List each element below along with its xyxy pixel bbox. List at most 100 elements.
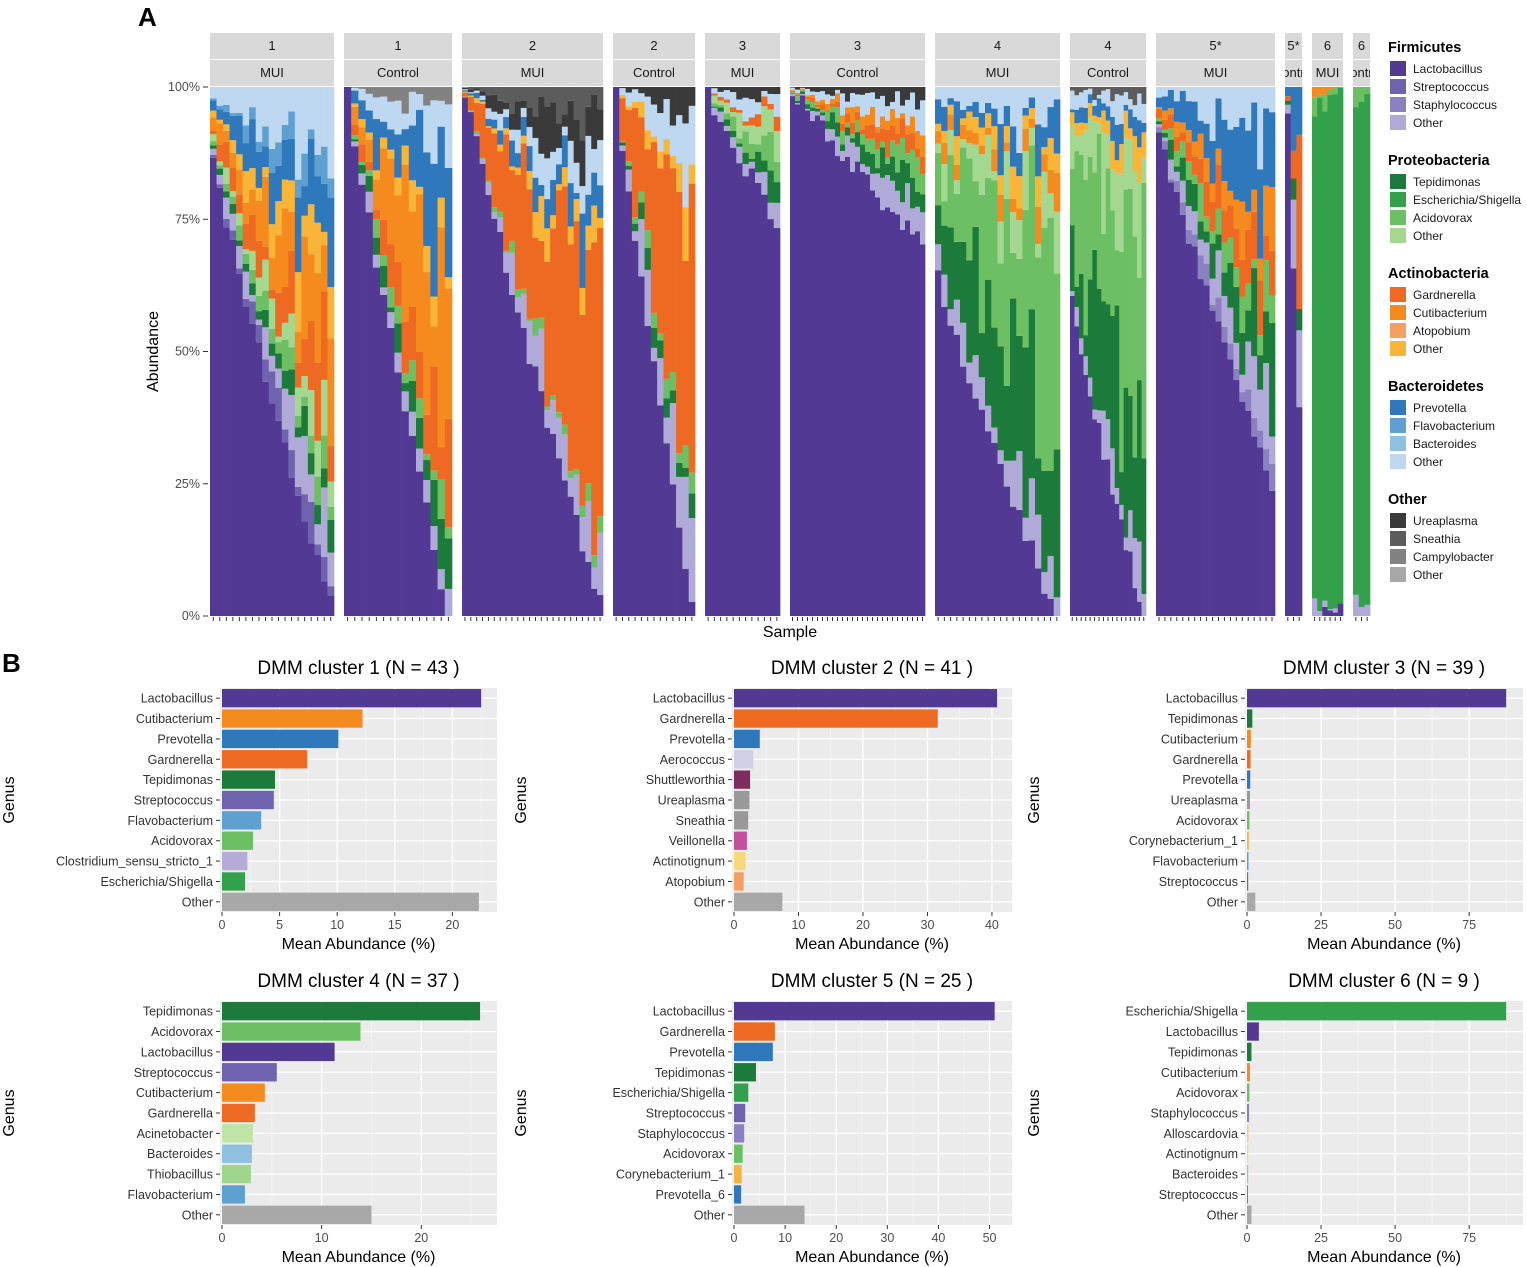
abundance-segment	[550, 228, 557, 396]
abundance-segment	[657, 151, 664, 169]
abundance-segment	[890, 125, 896, 141]
genus-label: Acinetobacter	[137, 1127, 213, 1141]
abundance-segment	[1239, 259, 1246, 297]
abundance-segment	[810, 94, 816, 98]
abundance-segment	[688, 105, 696, 165]
abundance-segment	[1010, 166, 1017, 199]
abundance-segment	[676, 191, 683, 454]
abundance-segment	[1096, 117, 1102, 124]
abundance-segment	[688, 493, 696, 519]
abundance-segment	[1317, 87, 1323, 95]
abundance-segment	[1137, 147, 1142, 183]
abundance-segment	[1203, 158, 1210, 182]
abundance-segment	[262, 259, 270, 292]
abundance-segment	[761, 87, 768, 91]
abundance-segment	[520, 116, 527, 136]
genus-label: Prevotella	[1182, 773, 1238, 787]
abundance-segment	[1110, 448, 1116, 495]
x-tick-label: 10	[315, 1231, 329, 1245]
abundance-segment	[503, 272, 510, 616]
abundance-segment	[307, 474, 315, 502]
abundance-segment	[229, 213, 237, 231]
abundance-segment	[638, 219, 645, 277]
genus-label: Prevotella	[669, 1045, 725, 1059]
abundance-segment	[790, 92, 796, 94]
abundance-segment	[372, 119, 381, 171]
abundance-segment	[860, 116, 866, 130]
abundance-segment	[910, 92, 916, 117]
legend-swatch	[1390, 436, 1406, 451]
abundance-segment	[1209, 304, 1216, 311]
abundance-segment	[682, 568, 690, 616]
genus-label: Other	[694, 1208, 725, 1222]
abundance-segment	[1132, 87, 1138, 106]
abundance-segment	[805, 110, 811, 617]
abundance-segment	[210, 145, 217, 149]
abundance-segment	[408, 91, 417, 126]
abundance-segment	[301, 186, 309, 216]
abundance-segment	[1263, 470, 1270, 616]
abundance-segment	[1215, 148, 1222, 165]
abundance-segment	[997, 346, 1005, 451]
legend-swatch	[1390, 567, 1406, 582]
abundance-segment	[910, 116, 916, 134]
abundance-segment	[301, 376, 309, 397]
abundance-segment	[591, 242, 598, 556]
abundance-segment	[1041, 171, 1048, 229]
abundance-segment	[619, 145, 626, 151]
abundance-segment	[905, 99, 911, 126]
abundance-segment	[1078, 338, 1084, 355]
abundance-segment	[437, 126, 446, 198]
abundance-segment	[1332, 87, 1339, 89]
abundance-segment	[281, 322, 289, 340]
abundance-segment	[372, 267, 381, 616]
genus-label: Bacteroides	[147, 1147, 213, 1161]
abundance-segment	[1312, 598, 1318, 616]
abundance-segment	[210, 134, 217, 142]
genus-bar	[1247, 770, 1251, 789]
abundance-segment	[229, 167, 237, 191]
abundance-segment	[978, 409, 986, 616]
abundance-segment	[1074, 151, 1080, 287]
abundance-segment	[755, 114, 762, 127]
abundance-segment	[1074, 286, 1080, 308]
legend-label: Flavobacterium	[1413, 419, 1495, 433]
abundance-segment	[800, 89, 806, 91]
abundance-segment	[1191, 234, 1198, 247]
abundance-segment	[920, 135, 926, 157]
legend-label: Prevotella	[1413, 401, 1467, 415]
abundance-segment	[625, 87, 633, 93]
abundance-segment	[1047, 555, 1055, 599]
x-tick-label: 50	[1388, 918, 1402, 932]
x-tick-label: 15	[388, 918, 402, 932]
abundance-segment	[1110, 494, 1116, 616]
abundance-segment	[755, 151, 762, 173]
abundance-segment	[242, 143, 250, 172]
panel-label-b: B	[2, 648, 21, 678]
abundance-segment	[268, 258, 276, 290]
abundance-segment	[556, 123, 563, 149]
genus-bar	[1247, 1185, 1248, 1204]
x-tick-label: 0	[1244, 1231, 1251, 1245]
abundance-segment	[1179, 141, 1187, 158]
abundance-segment	[880, 128, 886, 142]
abundance-segment	[910, 177, 916, 209]
abundance-segment	[910, 208, 916, 235]
abundance-segment	[532, 237, 539, 319]
abundance-segment	[1016, 208, 1023, 221]
abundance-segment	[473, 98, 480, 103]
abundance-segment	[1161, 87, 1169, 97]
abundance-segment	[676, 462, 683, 477]
abundance-segment	[985, 127, 992, 135]
abundance-segment	[723, 113, 731, 120]
abundance-segment	[514, 174, 522, 290]
abundance-segment	[327, 586, 335, 596]
abundance-segment	[820, 91, 826, 100]
abundance-segment	[491, 133, 498, 208]
abundance-segment	[1074, 95, 1080, 110]
abundance-segment	[810, 110, 816, 121]
genus-bar	[222, 1022, 361, 1041]
abundance-segment	[742, 97, 750, 122]
x-tick-label: 0	[731, 1231, 738, 1245]
abundance-segment	[978, 145, 986, 155]
